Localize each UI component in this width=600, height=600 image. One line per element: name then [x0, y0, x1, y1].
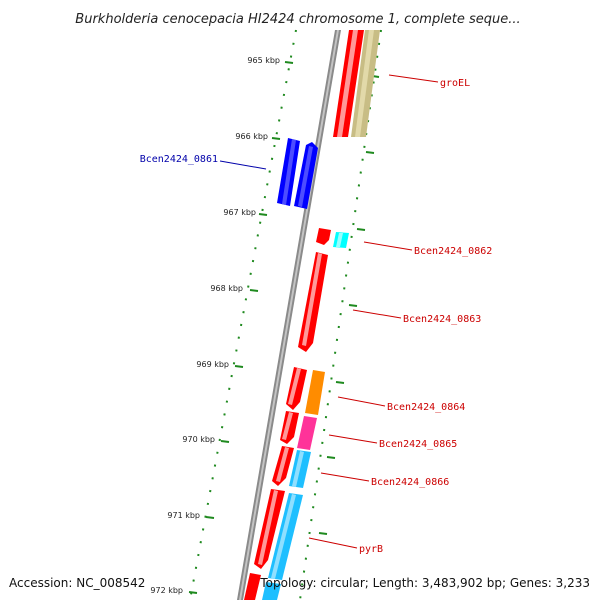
gene-label-pyrB[interactable]: pyrB [359, 544, 383, 555]
map-title: Burkholderia cenocepacia HI2424 chromoso… [75, 12, 520, 27]
dotted-guides [189, 29, 382, 600]
genome-summary-text: Topology: circular; Length: 3,483,902 bp… [259, 576, 590, 590]
kbp-label: 971 kbp [167, 511, 200, 520]
right-guide [299, 29, 382, 600]
tick-966 [271, 137, 281, 140]
kbp-label: 966 kbp [235, 132, 268, 141]
tick-967 [258, 213, 268, 216]
tick-970 [220, 440, 230, 443]
kbp-label: 972 kbp [150, 586, 183, 595]
gene-label-Bcen2424_0861[interactable]: Bcen2424_0861 [140, 154, 218, 165]
gene-label-Bcen2424_0862[interactable]: Bcen2424_0862 [414, 246, 492, 257]
gene-labels: groEL Bcen2424_0861 Bcen2424_0862 Bcen24… [140, 78, 493, 555]
kbp-label: 965 kbp [247, 56, 280, 65]
gene-Bcen2424_0864[interactable] [305, 370, 325, 415]
tick-965 [284, 61, 294, 64]
gene-label-Bcen2424_0863[interactable]: Bcen2424_0863 [403, 314, 481, 325]
gene-Bcen2424_0865[interactable] [297, 416, 317, 450]
tick-968 [249, 289, 259, 292]
kbp-label: 968 kbp [210, 284, 243, 293]
accession-text: Accession: NC_008542 [9, 576, 145, 590]
chromosome-backbone [237, 30, 341, 600]
kbp-label: 967 kbp [223, 208, 256, 217]
gene-small-red[interactable] [316, 228, 331, 245]
gene-label-Bcen2424_0865[interactable]: Bcen2424_0865 [379, 439, 457, 450]
gene-label-Bcen2424_0866[interactable]: Bcen2424_0866 [371, 477, 449, 488]
ruler-ticks-left [188, 61, 294, 594]
ruler-ticks-right [318, 75, 380, 535]
tick-972 [188, 591, 198, 594]
gene-label-Bcen2424_0864[interactable]: Bcen2424_0864 [387, 402, 465, 413]
left-guide [189, 29, 297, 600]
gene-label-groEL[interactable]: groEL [440, 78, 470, 89]
kbp-label: 969 kbp [196, 360, 229, 369]
tick-971 [205, 516, 215, 519]
kbp-label: 970 kbp [182, 435, 215, 444]
tick-969 [234, 365, 244, 368]
gene-skyblue-bottom[interactable] [262, 582, 281, 600]
ruler-labels: 965 kbp 966 kbp 967 kbp 968 kbp 969 kbp … [150, 56, 280, 595]
gene-red-bottom[interactable] [244, 573, 261, 600]
leader-lines [219, 74, 439, 549]
